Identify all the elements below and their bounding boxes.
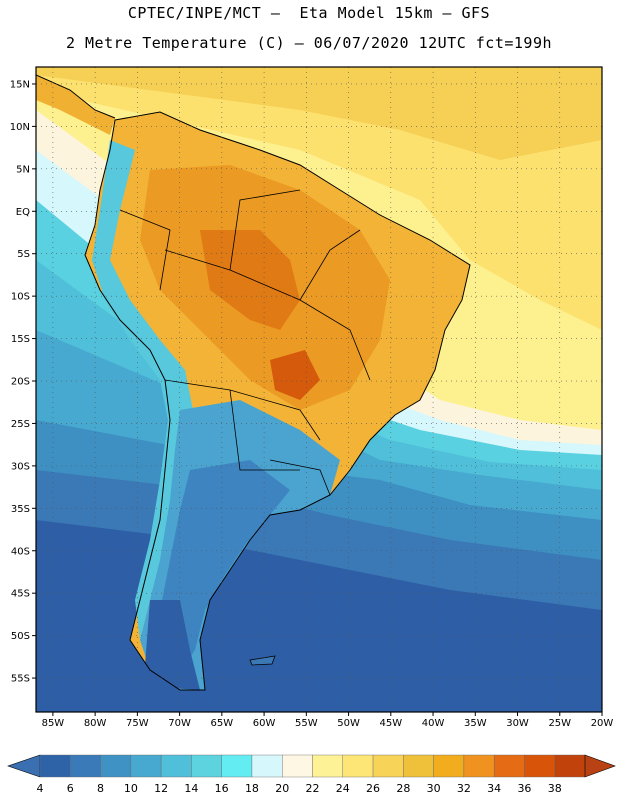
colorbar-swatch <box>524 754 555 778</box>
interior-hotter-zone <box>200 230 300 330</box>
colorbar-label: 12 <box>154 782 168 795</box>
colorbar-label: 34 <box>487 782 501 795</box>
tierra-del-fuego-cold <box>145 600 200 690</box>
colorbar-swatch <box>191 754 222 778</box>
colorbar-label: 28 <box>396 782 410 795</box>
lat-tick-label: 15N <box>10 79 30 90</box>
colorbar-swatch <box>39 754 71 778</box>
colorbar-label: 32 <box>457 782 471 795</box>
colorbar-swatch <box>403 754 434 778</box>
lat-tick-label: 5S <box>17 249 30 260</box>
lat-tick-label: 50S <box>11 631 30 642</box>
colorbar-label: 16 <box>215 782 229 795</box>
map-title-line-2: 2 Metre Temperature (C) – 06/07/2020 12U… <box>65 34 553 52</box>
lat-tick-label: 40S <box>11 546 30 557</box>
colorbar-right-arrow <box>584 754 616 778</box>
colorbar-label: 26 <box>366 782 380 795</box>
map-frame <box>35 66 603 713</box>
latitude-axis: 15N 10N 5N EQ 5S 10S 15S 20S 25S 30S 35S 40S 45S 50S 5… <box>10 79 36 685</box>
lon-tick-label: 80W <box>84 718 107 729</box>
lon-tick-label: 25W <box>548 718 571 729</box>
lat-tick-label: 10N <box>10 122 30 133</box>
lon-tick-label: 85W <box>42 718 65 729</box>
colorbar-swatch <box>433 754 465 778</box>
temperature-field <box>36 67 602 712</box>
lat-tick-label: 5N <box>16 164 30 175</box>
lon-tick-label: 20W <box>591 718 614 729</box>
colorbar-label: 18 <box>245 782 259 795</box>
colorbar-swatch <box>372 754 404 778</box>
longitude-axis: 85W 80W 75W 70W 65W 60W 55W 50W 45W 40W 35W 30W 25W 2… <box>42 712 614 729</box>
colorbar-label: 24 <box>336 782 350 795</box>
lon-tick-label: 35W <box>464 718 487 729</box>
colorbar-swatch <box>493 754 525 778</box>
lat-tick-label: EQ <box>16 207 30 218</box>
colorbar-swatch <box>160 754 192 778</box>
country-borders <box>119 189 371 496</box>
colorbar-label: 10 <box>124 782 138 795</box>
lon-tick-label: 70W <box>168 718 191 729</box>
colorbar-swatch <box>463 754 495 778</box>
lon-tick-label: 60W <box>253 718 276 729</box>
colorbar-swatch <box>282 754 313 778</box>
colorbar-swatch <box>312 754 343 778</box>
lat-tick-label: 55S <box>11 674 30 685</box>
colorbar-swatch <box>70 754 101 778</box>
colorbar-swatch <box>100 754 132 778</box>
lat-tick-label: 35S <box>11 504 30 515</box>
lat-tick-label: 15S <box>11 334 30 345</box>
patagonia-cold <box>155 460 290 680</box>
colorbar-label: 36 <box>517 782 531 795</box>
lat-tick-label: 30S <box>11 461 30 472</box>
colorbar-swatch <box>251 754 283 778</box>
lon-tick-label: 75W <box>126 718 149 729</box>
colorbar-label: 14 <box>184 782 198 795</box>
map-title-line-1: CPTEC/INPE/MCT – Eta Model 15km – GFS <box>127 4 491 22</box>
hottest-spot <box>270 350 320 400</box>
colorbar-label: 22 <box>306 782 320 795</box>
colorbar-swatch <box>221 754 253 778</box>
colorbar-swatch <box>342 754 374 778</box>
ocean-band-28 <box>36 67 602 160</box>
lat-tick-label: 45S <box>11 589 30 600</box>
colorbar-left-arrow <box>7 754 41 778</box>
central-america-land <box>36 75 115 135</box>
colorbar-label: 4 <box>37 782 44 795</box>
temperature-colorbar: 4 6 8 10 12 14 16 18 20 22 24 26 28 30 32 34 36 38 <box>7 754 616 795</box>
lon-tick-label: 55W <box>295 718 318 729</box>
lon-tick-label: 50W <box>337 718 360 729</box>
falkland-islands <box>249 655 276 666</box>
lon-tick-label: 65W <box>211 718 234 729</box>
colorbar-label: 38 <box>548 782 562 795</box>
colorbar-swatch <box>130 754 162 778</box>
colorbar-label: 8 <box>97 782 104 795</box>
lat-tick-label: 10S <box>11 292 30 303</box>
colorbar-swatch <box>554 754 586 778</box>
colorbar-label: 6 <box>67 782 74 795</box>
lon-tick-label: 30W <box>506 718 529 729</box>
lat-tick-label: 20S <box>11 377 30 388</box>
colorbar-label: 20 <box>275 782 289 795</box>
lon-tick-label: 40W <box>422 718 445 729</box>
lon-tick-label: 45W <box>379 718 402 729</box>
colorbar-label: 30 <box>427 782 441 795</box>
coastline <box>84 111 471 691</box>
lat-tick-label: 25S <box>11 419 30 430</box>
